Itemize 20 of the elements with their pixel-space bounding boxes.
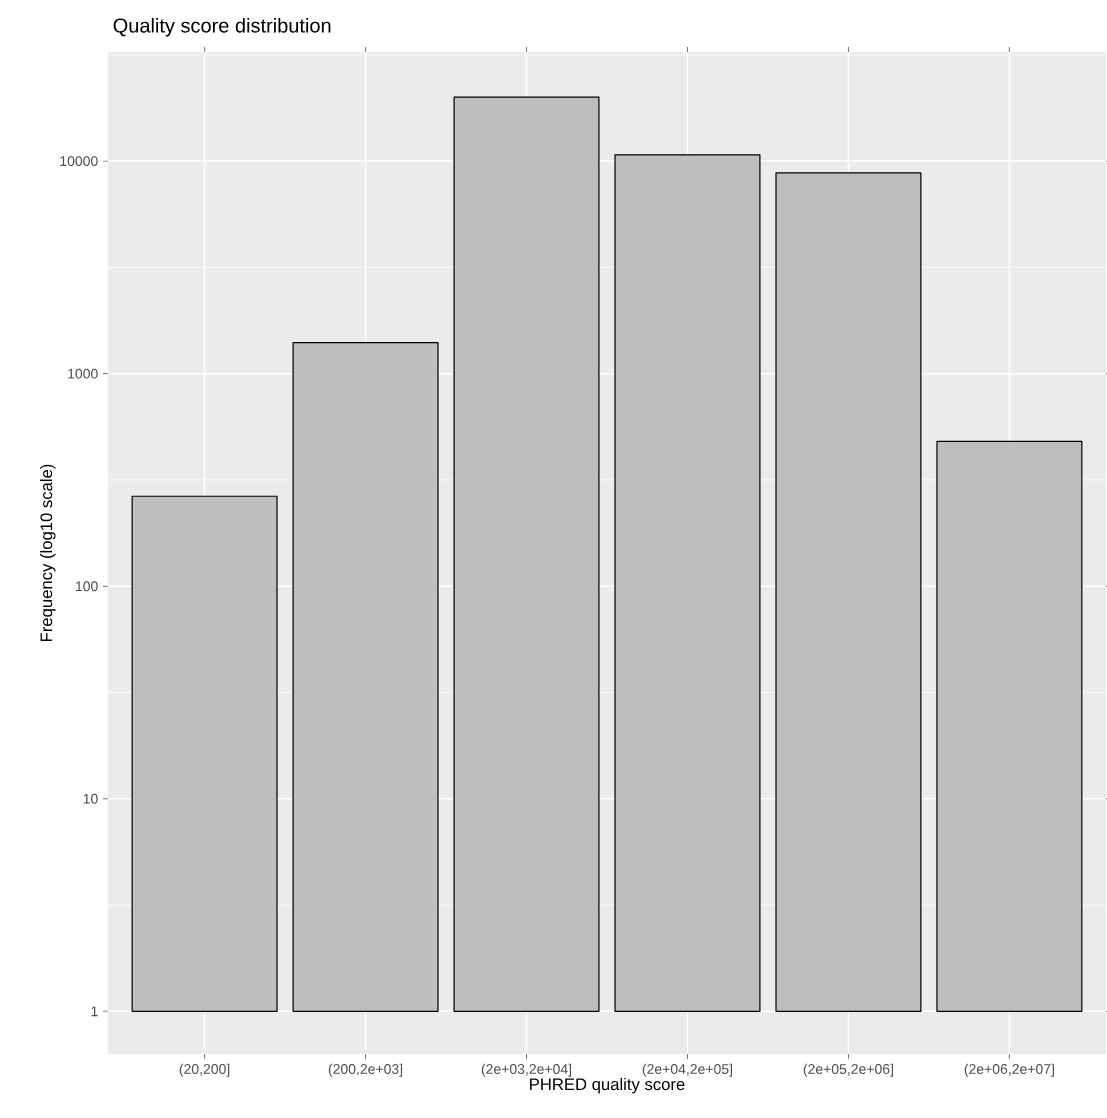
- x-axis-title: PHRED quality score: [530, 1077, 685, 1094]
- y-axis-title: Frequency (log10 scale): [39, 464, 56, 642]
- y-tick-label: 10: [83, 793, 98, 804]
- bar: [453, 96, 600, 1012]
- x-tick-label: (2e+05,2e+06]: [803, 1063, 893, 1077]
- bar: [936, 440, 1083, 1012]
- x-tick-label: (20,200]: [179, 1063, 230, 1077]
- y-tick-label: 10000: [60, 156, 98, 167]
- bar: [775, 172, 922, 1012]
- x-tick-label: (200,2e+03]: [328, 1063, 403, 1077]
- bar: [614, 154, 761, 1012]
- chart-title: Quality score distribution: [113, 17, 331, 37]
- y-tick-label: 100: [75, 581, 98, 592]
- x-tick-label: (2e+06,2e+07]: [964, 1063, 1054, 1077]
- bar: [131, 495, 278, 1012]
- x-tick-label: (2e+04,2e+05]: [642, 1063, 732, 1077]
- bar: [292, 341, 439, 1012]
- y-tick-label: 1000: [68, 368, 98, 379]
- x-tick-label: (2e+03,2e+04]: [481, 1063, 572, 1077]
- y-tick-label: 1: [91, 1006, 98, 1017]
